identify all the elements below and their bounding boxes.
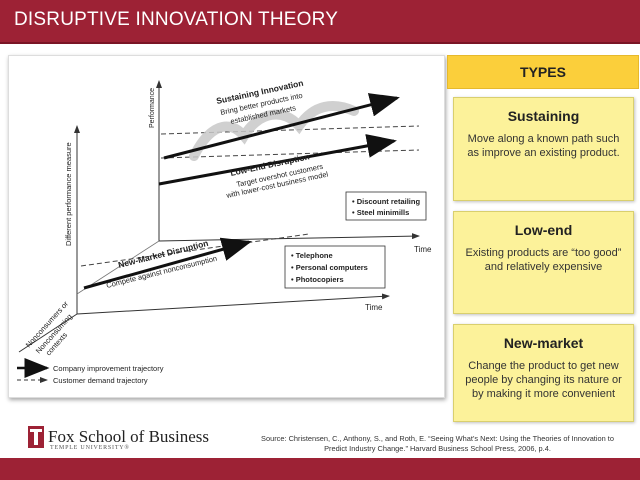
lowend-example: • Steel minimills xyxy=(352,208,409,217)
type-title: Low-end xyxy=(514,222,573,238)
logo-subtitle: TEMPLE UNIVERSITY® xyxy=(50,445,130,451)
sustaining-demand-line xyxy=(160,125,420,135)
lowend-examples-box xyxy=(345,191,427,221)
swoosh-decoration xyxy=(189,101,359,161)
lower-time-axis xyxy=(76,293,390,315)
source-citation: Source: Christensen, C., Anthony, S., an… xyxy=(240,434,635,454)
upper-time-axis xyxy=(158,233,420,242)
footer-bar xyxy=(0,458,640,480)
newmarket-demand-line xyxy=(80,233,310,267)
type-card-newmarket: New-market Change the product to get new… xyxy=(453,324,634,422)
legend-dashed-label: Customer demand trajectory xyxy=(53,376,148,385)
type-description: Existing products are “too good” and rel… xyxy=(465,247,622,273)
y-axis-label: Different performance measure xyxy=(64,142,73,246)
lowend-demand-line xyxy=(160,149,420,159)
lowend-trajectory xyxy=(158,134,397,186)
source-line-1: Source: Christensen, C., Anthony, S., an… xyxy=(261,434,614,443)
upper-time-label: Time xyxy=(414,245,432,254)
legend-solid-label: Company improvement trajectory xyxy=(53,364,164,373)
type-card-sustaining: Sustaining Move along a known path such … xyxy=(453,97,634,201)
newmarket-examples-box xyxy=(284,245,386,289)
diagram-svg: Different performance measure Performanc… xyxy=(17,78,432,385)
temple-t-logo-icon xyxy=(28,426,44,448)
logo-name: Fox School of Business xyxy=(48,427,210,446)
type-description: Change the product to get new people by … xyxy=(465,360,622,400)
title-bar: DISRUPTIVE INNOVATION THEORY xyxy=(0,0,640,44)
lower-time-label: Time xyxy=(365,303,383,312)
types-header: TYPES xyxy=(447,55,639,89)
type-title: New-market xyxy=(503,335,584,351)
type-card-lowend: Low-end Existing products are “too good”… xyxy=(453,211,634,314)
disruptive-innovation-diagram: Different performance measure Performanc… xyxy=(8,55,445,398)
newmarket-example: • Photocopiers xyxy=(291,275,344,284)
source-line-2: Predict Industry Change.” Harvard Busine… xyxy=(324,444,551,453)
slide-title: DISRUPTIVE INNOVATION THEORY xyxy=(14,9,339,30)
depth-axis xyxy=(18,313,78,353)
newmarket-example: • Personal computers xyxy=(291,263,368,272)
types-header-label: TYPES xyxy=(520,64,566,80)
newmarket-trajectory xyxy=(83,237,252,290)
lowend-example: • Discount retailing xyxy=(352,197,420,206)
type-title: Sustaining xyxy=(507,108,580,124)
z-axis-label: Performance xyxy=(149,88,156,128)
type-description: Move along a known path such as improve … xyxy=(467,133,620,159)
newmarket-example: • Telephone xyxy=(291,251,333,260)
sustaining-trajectory xyxy=(163,93,400,160)
